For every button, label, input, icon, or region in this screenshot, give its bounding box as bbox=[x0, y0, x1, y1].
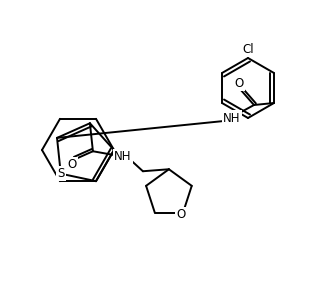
Text: O: O bbox=[234, 76, 244, 89]
Text: NH: NH bbox=[223, 112, 241, 124]
Text: NH: NH bbox=[114, 150, 132, 163]
Text: Cl: Cl bbox=[242, 43, 254, 55]
Text: O: O bbox=[176, 208, 186, 221]
Text: S: S bbox=[57, 167, 64, 180]
Text: O: O bbox=[67, 158, 76, 171]
